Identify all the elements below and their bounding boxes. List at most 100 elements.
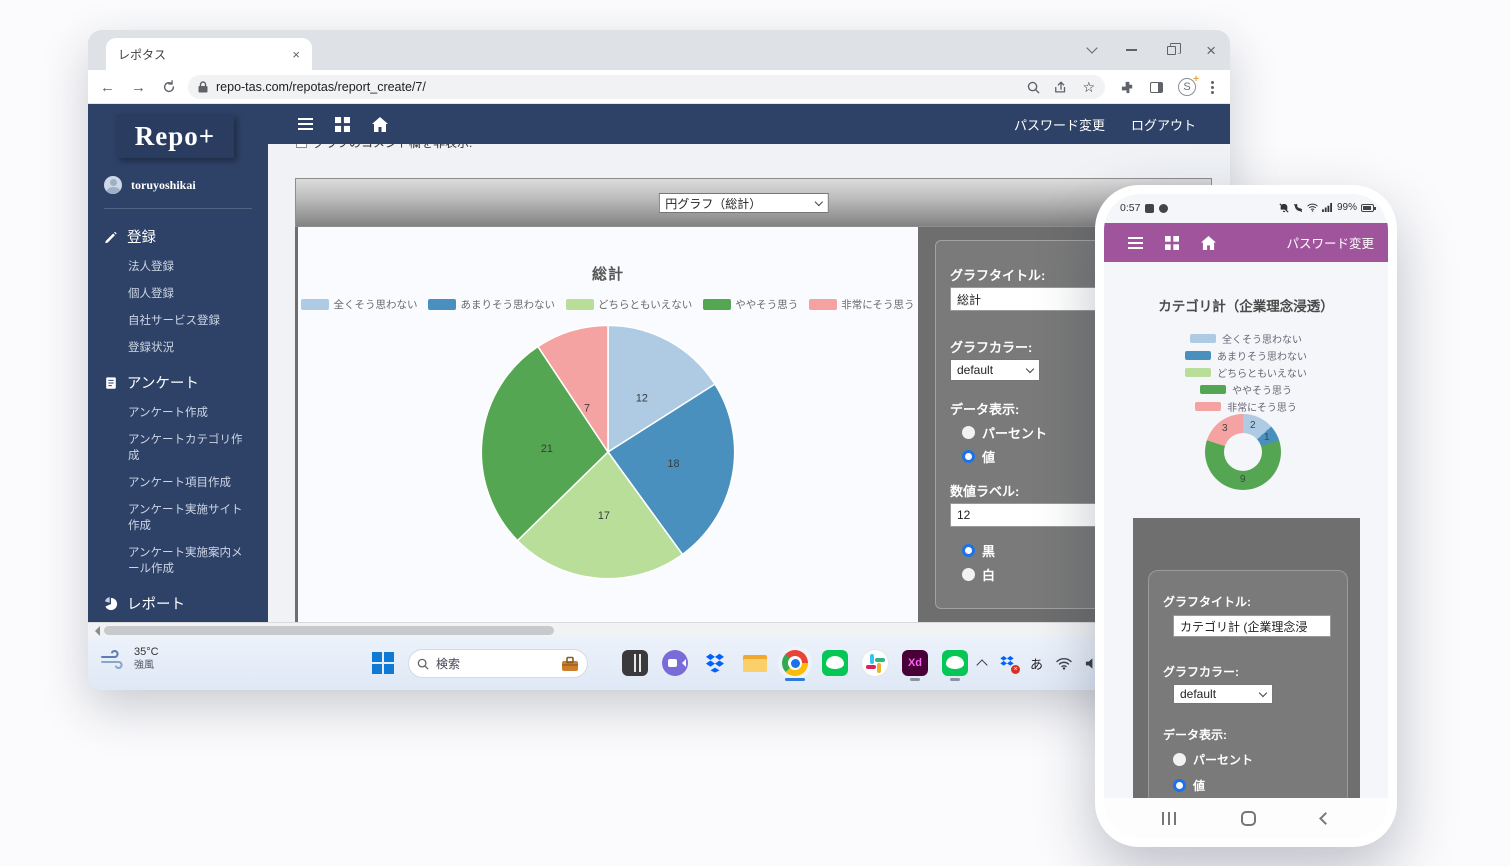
bookmark-star-icon[interactable] (1082, 79, 1095, 96)
value-radio-selected[interactable] (962, 450, 975, 463)
comment-hide-checkbox[interactable] (296, 144, 307, 148)
sidebar-section-register[interactable]: 登録 (104, 226, 252, 247)
legend-item: 非常にそう思う (809, 297, 915, 312)
percent-radio-row[interactable]: パーセント (962, 423, 1047, 442)
sidebar-item-survey-category[interactable]: アンケートカテゴリ作成 (128, 434, 243, 462)
taskbar-video-call-app-icon[interactable] (662, 650, 688, 676)
back-icon[interactable] (100, 79, 115, 96)
tab-close-icon[interactable] (292, 48, 300, 61)
legend-item: どちらともいえない (1104, 364, 1388, 381)
legend-swatch (809, 299, 838, 310)
home-icon[interactable] (372, 116, 388, 132)
horizontal-scrollbar[interactable] (88, 622, 1230, 637)
windows-taskbar: 35°C 強風 検索 (88, 637, 1230, 690)
taskbar-slack-icon[interactable] (862, 650, 888, 676)
extensions-puzzle-icon[interactable] (1120, 80, 1135, 95)
legend-swatch (1185, 368, 1212, 377)
sidebar-item-survey-mail[interactable]: アンケート実施案内メール作成 (128, 547, 243, 575)
value-radio-row[interactable]: 値 (962, 447, 995, 466)
taskbar-chrome-icon[interactable] (782, 650, 808, 681)
forward-icon[interactable] (131, 79, 146, 96)
back-button-icon[interactable] (1319, 811, 1332, 825)
legend-item: どちらともいえない (565, 297, 692, 312)
percent-radio[interactable] (1173, 753, 1186, 766)
tray-dropbox-error-icon[interactable]: × (999, 654, 1020, 674)
sidebar-item-service-register[interactable]: 自社サービス登録 (128, 315, 220, 327)
battery-icon (1361, 203, 1376, 212)
app-logo[interactable]: Repo+ (116, 114, 234, 158)
white-radio-row[interactable]: 白 (962, 565, 995, 584)
scrollbar-thumb[interactable] (104, 626, 554, 635)
lock-icon (198, 81, 208, 93)
graph-title-label: グラフタイトル: (1163, 595, 1251, 609)
desktop-browser-window: レポタス repo-tas.com/repotas/report_create/… (88, 30, 1230, 690)
sidebar-item-register-status[interactable]: 登録状況 (128, 342, 174, 354)
graph-title-input[interactable] (1173, 615, 1331, 637)
password-change-link[interactable]: パスワード変更 (1286, 237, 1374, 251)
value-radio-row[interactable]: 値 (1173, 777, 1205, 794)
window-close-icon[interactable] (1206, 42, 1216, 59)
sidebar-item-personal-register[interactable]: 個人登録 (128, 288, 174, 300)
white-radio[interactable] (962, 568, 975, 581)
sidebar-section-report[interactable]: レポート (104, 593, 252, 614)
zoom-icon[interactable] (1027, 81, 1041, 94)
black-radio-row[interactable]: 黒 (962, 541, 995, 560)
sidebar-item-survey-site[interactable]: アンケート実施サイト作成 (128, 504, 243, 532)
recents-icon[interactable] (1162, 811, 1176, 825)
taskbar-file-explorer-icon[interactable] (742, 650, 768, 676)
weather-widget[interactable]: 35°C 強風 (100, 645, 159, 672)
taskbar-adobe-xd-icon[interactable]: Xd (902, 650, 928, 681)
address-bar[interactable]: repo-tas.com/repotas/report_create/7/ (188, 75, 1105, 99)
taskbar-dropbox-icon[interactable] (702, 650, 728, 676)
phone-mute-icon (1293, 203, 1303, 212)
graph-color-select[interactable]: default (950, 359, 1040, 381)
taskbar-line-works-icon[interactable] (942, 650, 968, 681)
extension-s-icon[interactable]: S (1178, 74, 1199, 96)
percent-radio-row[interactable]: パーセント (1173, 751, 1253, 768)
chart-legend: 全くそう思わない あまりそう思わない どちらともいえない ややそう思う 非常にそ… (298, 297, 918, 312)
signal-bars-icon (1322, 203, 1332, 212)
tab-search-chevron-icon[interactable] (1086, 42, 1098, 54)
menu-hamburger-icon[interactable] (298, 123, 313, 125)
browser-menu-icon[interactable] (1211, 80, 1214, 94)
donut-value-label: 9 (1240, 474, 1246, 485)
wifi-icon[interactable] (1056, 657, 1072, 670)
window-minimize-icon[interactable] (1126, 49, 1138, 51)
black-radio-selected[interactable] (962, 544, 975, 557)
value-radio-selected[interactable] (1173, 779, 1186, 792)
sidebar-item-survey-item[interactable]: アンケート項目作成 (128, 477, 232, 489)
menu-hamburger-icon[interactable] (1128, 241, 1143, 244)
side-panel-icon[interactable] (1150, 81, 1163, 93)
chart-type-select[interactable]: 円グラフ（総計） (658, 193, 829, 213)
taskbar-search[interactable]: 検索 (408, 649, 588, 678)
legend-item: あまりそう思わない (1104, 347, 1388, 364)
ime-indicator[interactable]: あ (1030, 656, 1044, 672)
taskbar-notebook-app-icon[interactable] (622, 650, 648, 676)
windows-start-button[interactable] (372, 652, 394, 674)
share-icon[interactable] (1054, 81, 1068, 94)
graph-color-select[interactable]: default (1173, 684, 1273, 704)
tray-show-hidden-icon[interactable] (976, 659, 988, 671)
speaker-icon[interactable] (1085, 657, 1098, 670)
scroll-left-arrow-icon[interactable] (90, 626, 100, 636)
donut-value-label: 2 (1250, 420, 1256, 431)
sidebar-item-corporate-register[interactable]: 法人登録 (128, 261, 174, 273)
dashboard-grid-icon[interactable] (1165, 235, 1179, 250)
home-button-icon[interactable] (1241, 810, 1256, 826)
taskbar-line-icon[interactable] (822, 650, 848, 676)
home-icon[interactable] (1201, 235, 1216, 250)
window-restore-icon[interactable] (1167, 45, 1177, 55)
dashboard-grid-icon[interactable] (335, 116, 350, 132)
reload-icon[interactable] (162, 80, 176, 94)
logout-link[interactable]: ログアウト (1130, 117, 1196, 133)
pie-slice-3 (516, 450, 684, 580)
sidebar-item-survey-create[interactable]: アンケート作成 (128, 407, 209, 419)
browser-tab[interactable]: レポタス (106, 38, 312, 70)
sidebar-section-survey[interactable]: アンケート (104, 372, 252, 393)
phone-navigation-bar (1104, 798, 1388, 838)
phone-controls-panel: グラフタイトル: グラフカラー: default データ表示: パーセント 値 (1148, 570, 1348, 800)
graph-title-label: グラフタイトル: (950, 268, 1046, 283)
password-change-link[interactable]: パスワード変更 (1013, 117, 1105, 133)
percent-radio[interactable] (962, 426, 975, 439)
legend-swatch (1185, 351, 1211, 360)
